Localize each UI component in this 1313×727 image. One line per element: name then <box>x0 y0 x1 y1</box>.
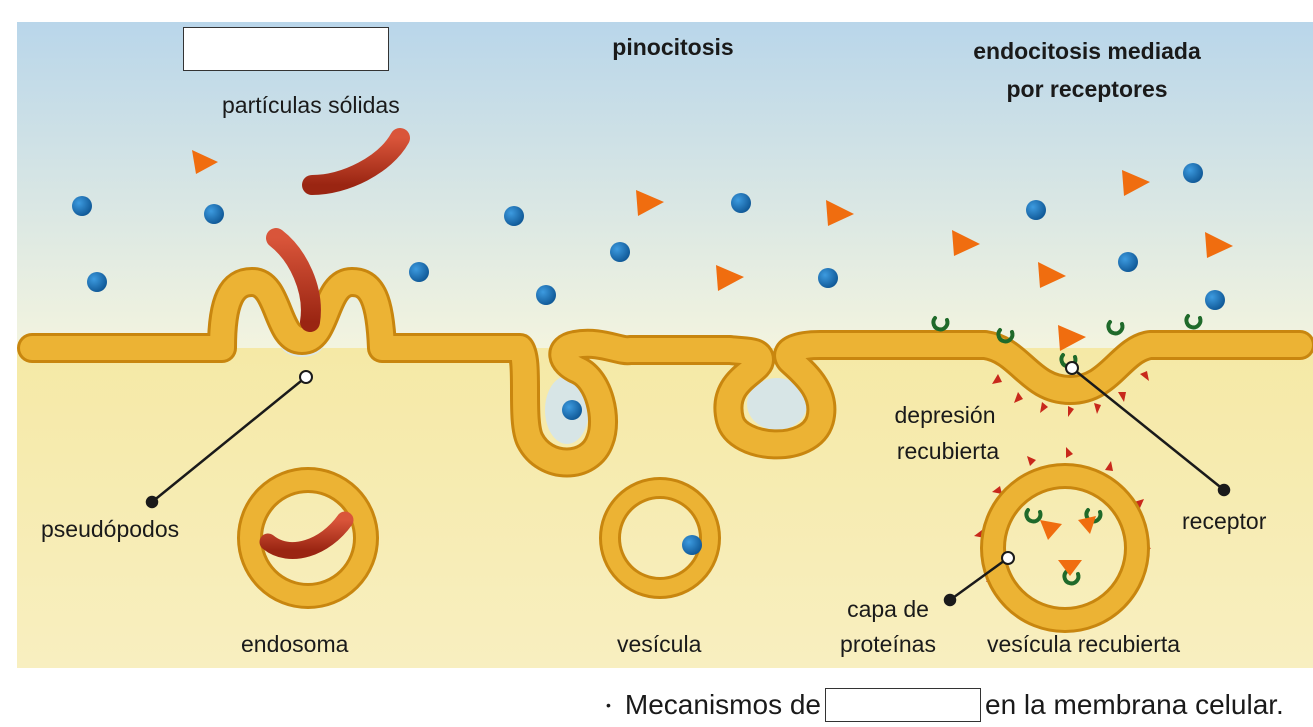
label-capa-line2: proteínas <box>840 631 936 657</box>
pseudopodos-anchor <box>299 370 313 384</box>
solute-molecules <box>72 163 1225 420</box>
endosome-fill <box>240 470 376 606</box>
capa-anchor <box>1001 551 1015 565</box>
label-capa-line1: capa de <box>847 596 929 622</box>
cell-membrane-fill <box>20 270 1312 475</box>
endosome-particle <box>259 511 354 559</box>
pocket-fill <box>747 378 807 430</box>
leader-lines <box>145 367 1231 607</box>
capa-endpoint <box>943 593 957 607</box>
pinocytic-vesicle-fill <box>602 480 718 596</box>
caption-text-before: Mecanismos de <box>624 689 821 720</box>
caption-blank-box <box>825 688 981 722</box>
solid-particle <box>302 128 410 195</box>
coated-vesicle-fill <box>983 466 1147 630</box>
receptor-endpoint <box>1217 483 1231 497</box>
coat-proteins-pit <box>992 371 1149 417</box>
label-pseudopodos: pseudópodos <box>41 516 180 542</box>
blank-answer-box <box>183 27 389 71</box>
vesicle-ligands <box>1040 516 1096 576</box>
label-receptor: receptor <box>1182 508 1267 534</box>
receptor-anchor <box>1065 361 1079 375</box>
label-endocitosis-line2: por receptores <box>1006 76 1168 102</box>
caption-text-after: en la membrana celular. <box>985 689 1284 720</box>
solid-particle <box>266 228 321 332</box>
label-particulas-solidas: partículas sólidas <box>222 92 400 118</box>
caption-bullet: • <box>606 697 611 713</box>
label-endosoma: endosoma <box>241 631 349 657</box>
pseudopodos-endpoint <box>145 495 159 509</box>
label-vesicula: vesícula <box>617 631 702 657</box>
label-vesicula-recubierta: vesícula recubierta <box>987 631 1181 657</box>
label-depresion-line2: recubierta <box>896 438 1000 464</box>
ligands <box>192 150 1233 351</box>
figure-caption: • Mecanismos de en la membrana celular. <box>606 688 1284 722</box>
label-pinocitosis: pinocitosis <box>612 34 734 60</box>
label-depresion-line1: depresión <box>894 402 996 428</box>
vesicle-molecule <box>682 535 702 555</box>
label-endocitosis-line1: endocitosis mediada <box>973 38 1201 64</box>
